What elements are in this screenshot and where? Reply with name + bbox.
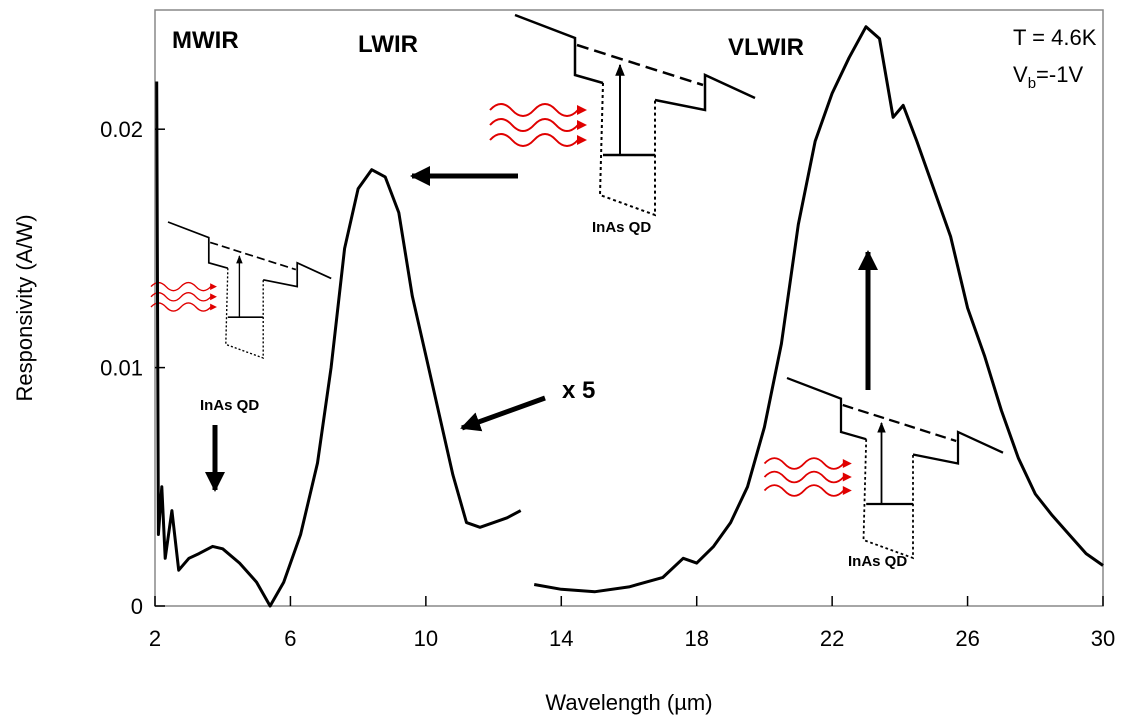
x-tick-label: 30 <box>1091 626 1115 651</box>
qd-label: InAs QD <box>848 553 907 570</box>
x-tick-label: 22 <box>820 626 844 651</box>
schematics <box>151 15 1003 558</box>
y-tick-label: 0.01 <box>100 356 143 381</box>
arrows <box>205 166 878 492</box>
x-tick-label: 6 <box>284 626 296 651</box>
qd-label: InAs QD <box>592 219 651 236</box>
plot-frame <box>154 9 1104 607</box>
x-tick-label: 2 <box>149 626 161 651</box>
annotation: T = 4.6K <box>1013 25 1097 50</box>
y-tick-label: 0.02 <box>100 117 143 142</box>
qd-label: InAs QD <box>200 397 259 414</box>
bias-label: Vb=-1V <box>1013 62 1083 92</box>
x-tick-label: 26 <box>955 626 979 651</box>
annotation: LWIR <box>358 31 418 58</box>
annotation: VLWIR <box>728 34 804 61</box>
x-tick-label: 18 <box>684 626 708 651</box>
bias-v: V <box>1013 62 1028 87</box>
bias-value: =-1V <box>1036 62 1083 87</box>
x-tick-label: 14 <box>549 626 573 651</box>
y-axis-label: Responsivity (A/W) <box>12 214 37 401</box>
y-tick-label: 0 <box>131 594 143 619</box>
bias-sub: b <box>1028 75 1036 92</box>
annotation: MWIR <box>172 27 239 54</box>
data-line <box>155 25 1104 608</box>
annotation: x 5 <box>562 377 595 404</box>
x-axis-label: Wavelength (µm) <box>545 690 712 715</box>
x-tick-label: 10 <box>414 626 438 651</box>
